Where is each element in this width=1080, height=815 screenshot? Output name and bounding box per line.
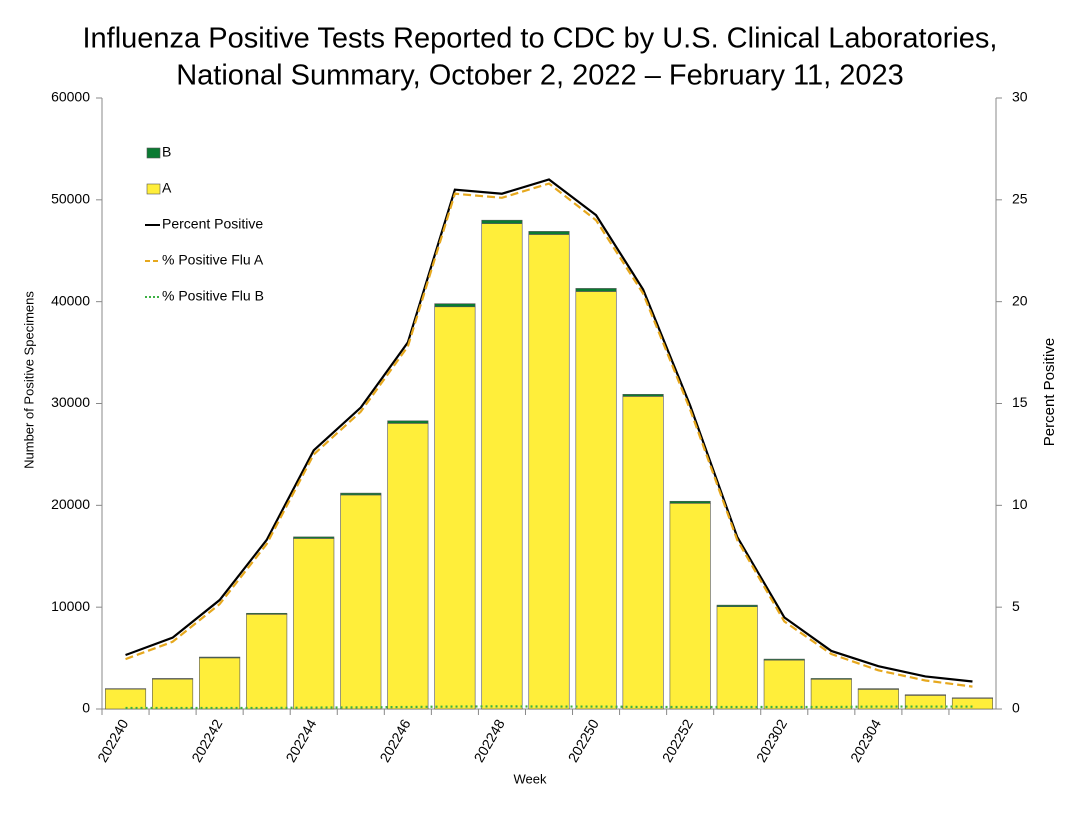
y2-tick-label: 5 — [1012, 598, 1020, 614]
y-tick-label: 50000 — [51, 191, 90, 207]
x-axis-label: Week — [514, 771, 547, 786]
y-tick-label: 0 — [82, 700, 90, 716]
y-tick-label: 20000 — [51, 496, 90, 512]
x-tick-label: 202304 — [847, 716, 884, 765]
legend-swatch — [147, 184, 160, 194]
y-axis-label: Number of Positive Specimens — [21, 291, 36, 469]
x-tick-label: 202242 — [188, 716, 225, 765]
bar — [670, 501, 710, 503]
y2-tick-label: 20 — [1012, 292, 1028, 308]
bar — [435, 307, 475, 709]
legend-label: % Positive Flu B — [162, 288, 264, 304]
y2-tick-label: 10 — [1012, 496, 1028, 512]
bar — [764, 659, 804, 660]
y2-axis-label: Percent Positive — [1041, 338, 1058, 446]
bar — [199, 657, 239, 658]
bar — [246, 613, 286, 614]
x-tick-label: 202244 — [282, 716, 319, 765]
y2-tick-label: 15 — [1012, 394, 1028, 410]
bar — [199, 658, 239, 709]
bar — [576, 291, 616, 709]
chart-title: National Summary, October 2, 2022 – Febr… — [176, 60, 904, 92]
chart-title: Influenza Positive Tests Reported to CDC… — [82, 23, 997, 55]
y-tick-label: 30000 — [51, 394, 90, 410]
bar — [858, 689, 898, 690]
legend-label: % Positive Flu A — [162, 252, 264, 268]
bar — [670, 503, 710, 709]
bar — [717, 605, 757, 607]
x-tick-label: 202248 — [471, 716, 508, 765]
legend-label: Percent Positive — [162, 216, 263, 232]
x-tick-label: 202246 — [376, 716, 413, 765]
x-tick-label: 202302 — [753, 716, 790, 765]
bar — [623, 394, 663, 396]
y2-tick-label: 25 — [1012, 191, 1028, 207]
bar — [858, 689, 898, 709]
bar — [764, 660, 804, 709]
bar — [811, 679, 851, 709]
bar — [529, 231, 569, 234]
bar — [388, 423, 428, 709]
bar — [529, 234, 569, 709]
y-tick-label: 40000 — [51, 292, 90, 308]
bar — [576, 288, 616, 291]
legend-label: A — [162, 180, 172, 196]
bar — [341, 495, 381, 709]
bar — [811, 678, 851, 679]
bar — [294, 537, 334, 539]
bar — [482, 220, 522, 223]
bar — [152, 679, 192, 709]
bar — [294, 538, 334, 709]
legend-swatch — [147, 148, 160, 158]
y2-tick-label: 0 — [1012, 700, 1020, 716]
x-tick-label: 202250 — [565, 716, 602, 765]
bar — [341, 493, 381, 495]
bar — [905, 695, 945, 696]
bar — [435, 304, 475, 307]
bar — [717, 607, 757, 709]
bar — [388, 421, 428, 424]
legend-label: B — [162, 144, 171, 160]
y-tick-label: 60000 — [51, 89, 90, 105]
bar — [623, 396, 663, 709]
y-tick-label: 10000 — [51, 598, 90, 614]
bar — [482, 224, 522, 709]
bar — [152, 678, 192, 679]
bar — [105, 689, 145, 709]
bar — [952, 698, 992, 699]
y2-tick-label: 30 — [1012, 89, 1028, 105]
x-tick-label: 202240 — [94, 716, 131, 765]
x-tick-label: 202252 — [659, 716, 696, 765]
bar — [246, 614, 286, 709]
